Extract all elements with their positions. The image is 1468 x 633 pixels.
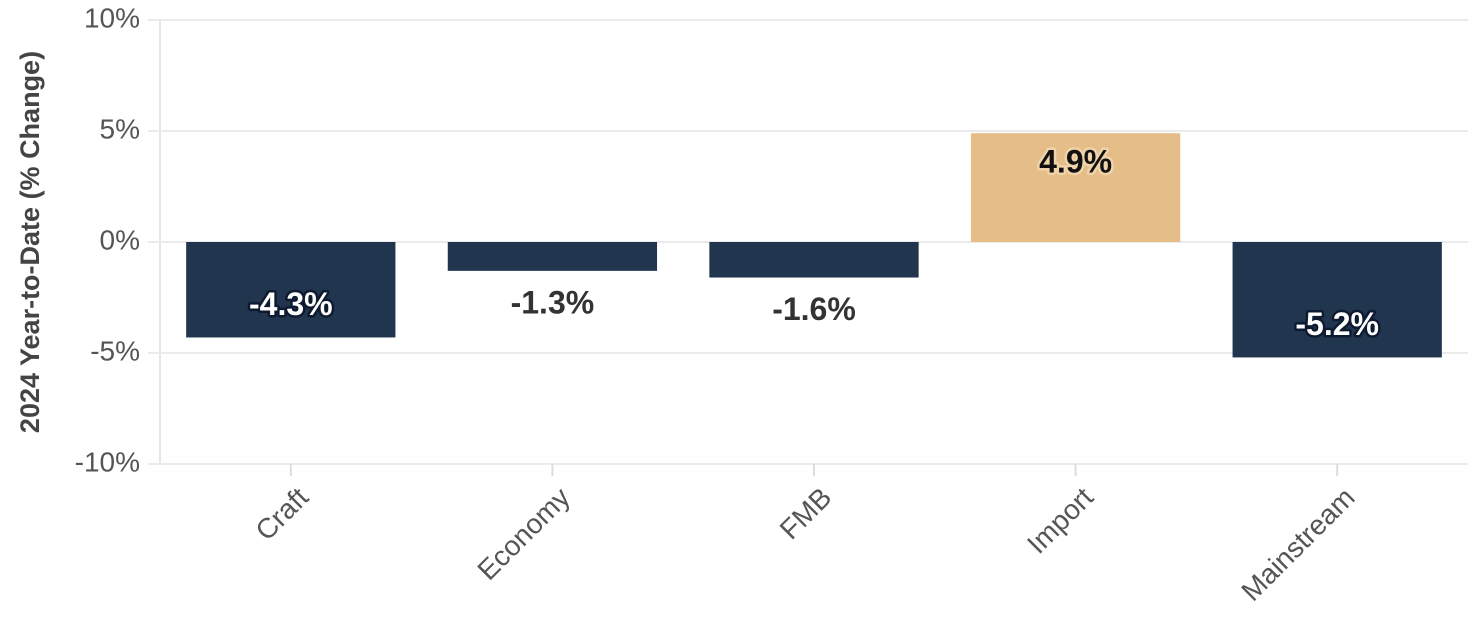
bar (1232, 242, 1442, 358)
value-label: -4.3% (249, 286, 333, 322)
y-tick-label: 5% (100, 113, 140, 144)
bar (709, 242, 919, 278)
y-tick-label: -10% (75, 446, 140, 477)
x-tick-label: FMB (774, 482, 838, 546)
y-tick-label: 10% (84, 2, 140, 33)
bar (447, 242, 658, 271)
bar (970, 133, 1181, 242)
value-label: -5.2% (1295, 306, 1379, 342)
x-tick-label: Mainstream (1235, 482, 1360, 607)
y-tick-label: -5% (90, 335, 140, 366)
y-tick-label: 0% (100, 224, 140, 255)
x-tick-label: Import (1021, 481, 1099, 559)
value-label: -1.3% (511, 284, 595, 320)
value-label: 4.9% (1039, 144, 1112, 180)
x-tick-label: Craft (249, 481, 314, 546)
x-tick-label: Economy (471, 482, 575, 586)
y-axis-title: 2024 Year-to-Date (% Change) (15, 51, 45, 433)
bar (186, 242, 396, 338)
value-label: -1.6% (772, 291, 856, 327)
